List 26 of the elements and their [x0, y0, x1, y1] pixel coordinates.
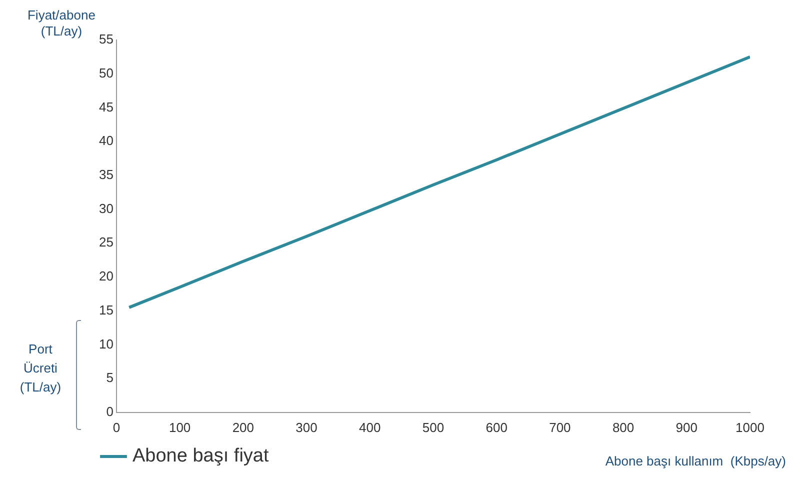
x-tick-label: 900	[676, 420, 698, 435]
y-tick-label: 25	[98, 234, 114, 250]
y-tick-label: 45	[98, 99, 114, 114]
y-tick-label: 15	[98, 302, 114, 318]
x-tick-label: 700	[549, 420, 571, 435]
text: Port Ücreti (TL/ay)	[20, 342, 62, 395]
x-tick-label: 800	[612, 420, 634, 435]
legend-label: Abone başı fiyat	[132, 446, 270, 467]
y-tick-label: 30	[98, 200, 114, 216]
y-tick-label: 0	[106, 404, 114, 419]
x-tick-label: 400	[359, 420, 381, 435]
x-axis-title: Abone başı kullanım (Kbps/ay)	[605, 454, 786, 469]
y-tick-label: 55	[98, 32, 114, 47]
y-tick-label: 40	[98, 133, 114, 148]
x-tick-label: 500	[422, 420, 444, 435]
y-axis-title: Fiyat/abone (TL/ay)	[27, 8, 96, 39]
x-tick-label: 300	[296, 420, 318, 435]
y-tick-label: 5	[106, 370, 114, 386]
y-tick-label: 10	[98, 336, 114, 352]
y-tick-label: 50	[98, 65, 114, 80]
x-tick-label: 600	[486, 420, 508, 435]
y-tick-label: 35	[98, 166, 114, 182]
y-tick-label: 20	[98, 268, 114, 284]
x-tick-label: 200	[232, 420, 254, 435]
x-tick-label: 100	[168, 420, 191, 435]
x-tick-label: 1000	[736, 420, 764, 435]
